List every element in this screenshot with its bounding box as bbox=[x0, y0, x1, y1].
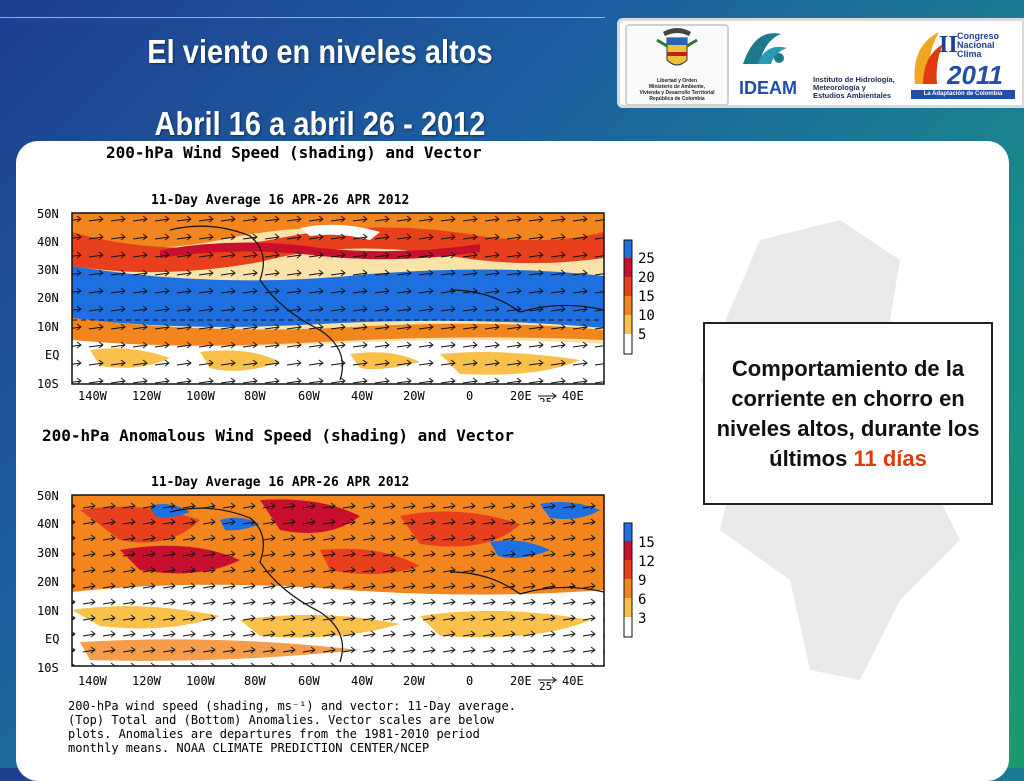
congress-line-2: Nacional bbox=[957, 40, 995, 50]
top-colorbar-swatch bbox=[624, 296, 632, 315]
top-map-plot bbox=[71, 212, 605, 385]
figure-caption-line: plots. Anomalies are departures from the… bbox=[68, 727, 480, 741]
bottom-colorbar-label: 3 bbox=[638, 611, 646, 627]
top-lon-label: 20W bbox=[403, 389, 425, 402]
bottom-colorbar-swatch bbox=[624, 523, 632, 541]
coat-caption-4: República de Colombia bbox=[649, 96, 705, 102]
callout-text: Comportamiento de la corriente en chorro… bbox=[716, 355, 980, 471]
top-wind-map: 200-hPa Wind Speed (shading) and Vector … bbox=[37, 143, 655, 402]
bottom-lat-label: 10N bbox=[37, 604, 59, 618]
top-lon-label: 140W bbox=[78, 389, 108, 402]
bottom-lat-label: 40N bbox=[37, 517, 59, 531]
callout-highlight: 11 días bbox=[853, 445, 927, 471]
bottom-colorbar-label: 6 bbox=[638, 592, 646, 608]
title-divider bbox=[0, 17, 605, 18]
bottom-colorbar-label: 12 bbox=[638, 554, 655, 570]
ideam-name: IDEAM bbox=[739, 78, 797, 98]
figure-caption-line: monthly means. NOAA CLIMATE PREDICTION C… bbox=[68, 741, 429, 755]
congress-year: 2011 bbox=[947, 60, 1003, 90]
top-colorbar-label: 5 bbox=[638, 327, 646, 343]
top-lat-label: EQ bbox=[45, 348, 59, 362]
congress-line-1: Congreso bbox=[957, 31, 1000, 41]
top-colorbar-swatch bbox=[624, 334, 632, 354]
top-colorbar-swatch bbox=[624, 240, 632, 258]
coat-caption-3: Vivienda y Desarrollo Territorial bbox=[639, 90, 715, 96]
bottom-lat-label: 50N bbox=[37, 489, 59, 503]
congress-tagline: La Adaptación de Colombia bbox=[911, 90, 1015, 99]
bottom-colorbar: 15 12 9 6 3 bbox=[623, 522, 655, 638]
bottom-lon-label: 80W bbox=[244, 674, 266, 688]
top-lon-label: 40E bbox=[562, 389, 584, 402]
top-map-subtitle: 11-Day Average 16 APR-26 APR 2012 bbox=[151, 193, 409, 208]
top-lon-label: 60W bbox=[298, 389, 320, 402]
coat-caption-1: Libertad y Orden bbox=[656, 78, 697, 84]
logo-strip: Libertad y Orden Ministerio de Ambiente,… bbox=[617, 18, 1024, 108]
colombia-coat-of-arms-logo: Libertad y Orden Ministerio de Ambiente,… bbox=[625, 24, 729, 106]
bottom-lon-label: 40W bbox=[351, 674, 373, 688]
ideam-subtitle-2: Meteorología y bbox=[813, 83, 866, 92]
bottom-lat-label: 30N bbox=[37, 546, 59, 560]
top-map-header: 200-hPa Wind Speed (shading) and Vector bbox=[106, 143, 482, 162]
bottom-colorbar-swatch bbox=[624, 617, 632, 637]
top-lat-label: 10N bbox=[37, 320, 59, 334]
top-lat-label: 40N bbox=[37, 235, 59, 249]
bottom-colorbar-swatch bbox=[624, 541, 632, 560]
top-colorbar-swatch bbox=[624, 258, 632, 277]
top-vector-scale-arrow bbox=[538, 392, 557, 400]
ideam-logo: IDEAM Instituto de Hidrología, Meteorolo… bbox=[735, 24, 905, 102]
ideam-subtitle-3: Estudios Ambientales bbox=[813, 91, 892, 100]
bottom-lat-label: 10S bbox=[37, 661, 59, 675]
slide-title: El viento en niveles altos bbox=[147, 33, 493, 70]
bottom-lon-label: 40E bbox=[562, 674, 584, 688]
ideam-subtitle-1: Instituto de Hidrología, bbox=[813, 75, 895, 84]
bottom-colorbar-swatch bbox=[624, 560, 632, 579]
bottom-lat-label: EQ bbox=[45, 632, 59, 646]
top-colorbar-swatch bbox=[624, 277, 632, 296]
top-lon-label: 100W bbox=[186, 389, 216, 402]
top-colorbar-label: 10 bbox=[638, 308, 655, 324]
top-lat-label: 30N bbox=[37, 263, 59, 277]
top-lon-label: 80W bbox=[244, 389, 266, 402]
bottom-vector-scale-arrow bbox=[538, 676, 557, 684]
bottom-lon-label: 140W bbox=[78, 674, 108, 688]
bottom-lon-label: 0 bbox=[466, 674, 473, 688]
bottom-colorbar-swatch bbox=[624, 598, 632, 617]
top-lat-label: 50N bbox=[37, 207, 59, 221]
congress-numeral: II bbox=[939, 32, 958, 58]
top-colorbar: 25 20 15 10 5 bbox=[623, 239, 655, 355]
top-lat-label: 10S bbox=[37, 377, 59, 391]
bottom-lon-label: 20W bbox=[403, 674, 425, 688]
coat-caption-2: Ministerio de Ambiente, bbox=[648, 84, 706, 90]
bottom-colorbar-label: 15 bbox=[638, 535, 655, 551]
bottom-colorbar-swatch bbox=[624, 579, 632, 598]
top-lon-label: 40W bbox=[351, 389, 373, 402]
bottom-lat-label: 20N bbox=[37, 575, 59, 589]
bottom-colorbar-label: 9 bbox=[638, 573, 646, 589]
bottom-lon-label: 20E bbox=[510, 674, 532, 688]
congreso-clima-logo: II Congreso Nacional Clima 2011 La Adapt… bbox=[907, 24, 1019, 102]
top-colorbar-label: 15 bbox=[638, 289, 655, 305]
slide-subtitle: Abril 16 a abril 26 - 2012 bbox=[154, 105, 486, 142]
figure-caption-line: (Top) Total and (Bottom) Anomalies. Vect… bbox=[68, 713, 495, 727]
top-colorbar-label: 25 bbox=[638, 251, 655, 267]
bottom-anomaly-map: 200-hPa Anomalous Wind Speed (shading) a… bbox=[37, 426, 655, 755]
top-vector-scale: 25 bbox=[539, 396, 552, 402]
congress-line-3: Clima bbox=[957, 49, 982, 59]
bottom-map-plot bbox=[71, 494, 605, 667]
bottom-vector-scale: 25 bbox=[539, 680, 552, 693]
top-lon-label: 0 bbox=[466, 389, 473, 402]
top-colorbar-swatch bbox=[624, 315, 632, 334]
figure-caption-line: 200-hPa wind speed (shading, ms⁻¹) and v… bbox=[68, 699, 516, 713]
bottom-lon-label: 60W bbox=[298, 674, 320, 688]
top-lon-label: 120W bbox=[132, 389, 162, 402]
bottom-lon-label: 100W bbox=[186, 674, 216, 688]
top-lon-label: 20E bbox=[510, 389, 532, 402]
bottom-lon-label: 120W bbox=[132, 674, 162, 688]
anomaly-header: 200-hPa Anomalous Wind Speed (shading) a… bbox=[42, 426, 514, 445]
top-colorbar-label: 20 bbox=[638, 270, 655, 286]
jet-stream-callout: Comportamiento de la corriente en chorro… bbox=[703, 322, 993, 505]
bottom-map-subtitle: 11-Day Average 16 APR-26 APR 2012 bbox=[151, 475, 409, 490]
top-lat-label: 20N bbox=[37, 291, 59, 305]
